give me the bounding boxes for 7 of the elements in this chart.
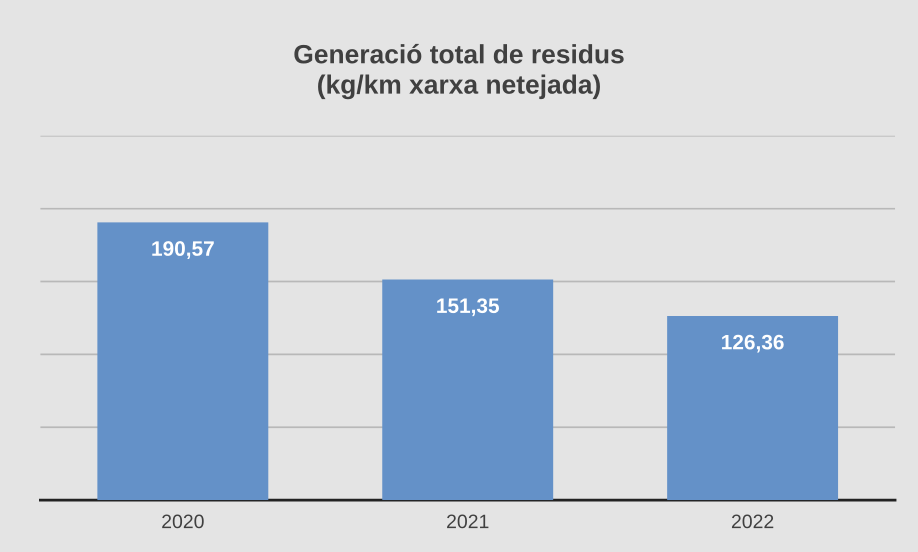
chart-title: Generació total de residus (kg/km xarxa netejada) <box>294 44 624 100</box>
x-tick-label: 2021 <box>447 514 488 528</box>
x-tick-label: 2022 <box>732 514 774 528</box>
x-tick-label: 2020 <box>162 514 204 528</box>
data-label: 126,36 <box>722 334 784 353</box>
data-label: 151,35 <box>437 298 500 316</box>
data-label: 190,57 <box>152 241 214 259</box>
